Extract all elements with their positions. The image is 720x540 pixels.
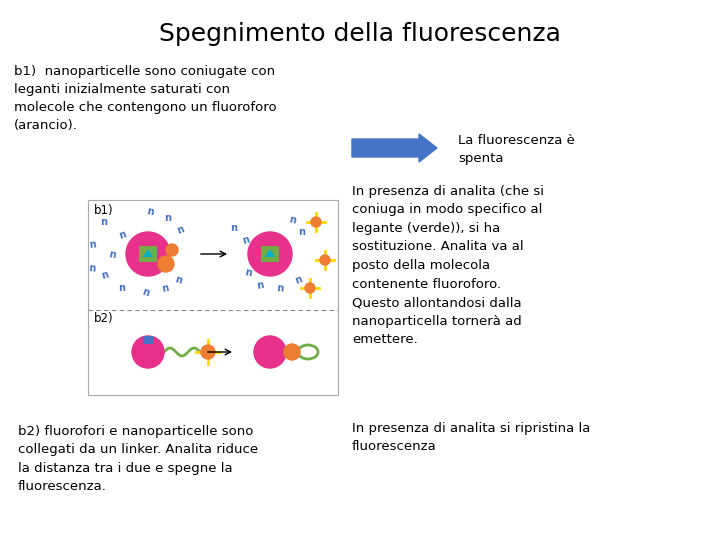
FancyArrowPatch shape — [201, 251, 225, 257]
Text: n: n — [88, 240, 96, 250]
Bar — [139, 246, 157, 262]
Text: b2): b2) — [94, 312, 114, 325]
Text: b2) fluorofori e nanoparticelle sono
collegati da un linker. Analita riduce
la d: b2) fluorofori e nanoparticelle sono col… — [18, 425, 258, 494]
Circle shape — [311, 217, 321, 227]
Bar — [143, 336, 153, 344]
Text: n: n — [88, 263, 96, 273]
Text: n: n — [256, 280, 264, 291]
Text: n: n — [287, 214, 297, 226]
Text: Spegnimento della fluorescenza: Spegnimento della fluorescenza — [159, 22, 561, 46]
Text: In presenza di analita si ripristina la
fluorescenza: In presenza di analita si ripristina la … — [352, 422, 590, 453]
Text: La fluorescenza è
spenta: La fluorescenza è spenta — [458, 134, 575, 165]
Circle shape — [126, 232, 170, 276]
Text: n: n — [293, 274, 303, 286]
Polygon shape — [265, 249, 275, 257]
Text: n: n — [101, 217, 107, 227]
Text: n: n — [117, 229, 127, 241]
Text: n: n — [230, 223, 238, 233]
Bar — [88, 200, 338, 395]
Circle shape — [166, 244, 178, 256]
Circle shape — [248, 232, 292, 276]
Text: n: n — [175, 224, 185, 236]
Circle shape — [254, 336, 286, 368]
Text: n: n — [174, 274, 183, 286]
Text: In presenza di analita (che si
coniuga in modo specifico al
legante (verde)), si: In presenza di analita (che si coniuga i… — [352, 185, 544, 346]
Circle shape — [201, 345, 215, 359]
Text: n: n — [243, 267, 252, 279]
Circle shape — [132, 336, 164, 368]
Text: n: n — [140, 286, 150, 298]
Text: n: n — [276, 283, 284, 293]
Text: b1)  nanoparticelle sono coniugate con
leganti inizialmente saturati con
molecol: b1) nanoparticelle sono coniugate con le… — [14, 65, 276, 132]
FancyArrowPatch shape — [208, 349, 230, 355]
Text: n: n — [164, 213, 171, 223]
Polygon shape — [143, 249, 153, 257]
Circle shape — [158, 256, 174, 272]
Text: b1): b1) — [94, 204, 114, 217]
Text: n: n — [119, 283, 125, 293]
Text: n: n — [108, 249, 117, 260]
Circle shape — [284, 344, 300, 360]
FancyArrow shape — [352, 134, 437, 162]
Circle shape — [305, 283, 315, 293]
Text: n: n — [100, 269, 109, 281]
Text: n: n — [299, 227, 305, 237]
Circle shape — [320, 255, 330, 265]
Text: n: n — [241, 234, 251, 246]
Text: n: n — [161, 282, 169, 294]
Bar — [261, 246, 279, 262]
Text: n: n — [145, 206, 154, 218]
